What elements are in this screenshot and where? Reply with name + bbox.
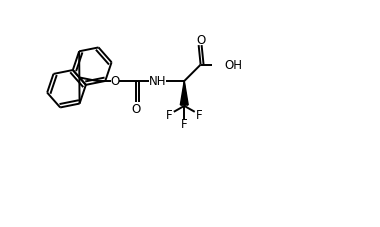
Text: F: F bbox=[181, 118, 188, 131]
Text: F: F bbox=[196, 109, 203, 122]
Text: NH: NH bbox=[149, 75, 166, 88]
Polygon shape bbox=[180, 82, 188, 105]
Text: O: O bbox=[110, 75, 120, 88]
Text: OH: OH bbox=[224, 59, 242, 72]
Text: F: F bbox=[166, 109, 172, 122]
Text: O: O bbox=[196, 34, 205, 47]
Text: O: O bbox=[131, 102, 141, 115]
